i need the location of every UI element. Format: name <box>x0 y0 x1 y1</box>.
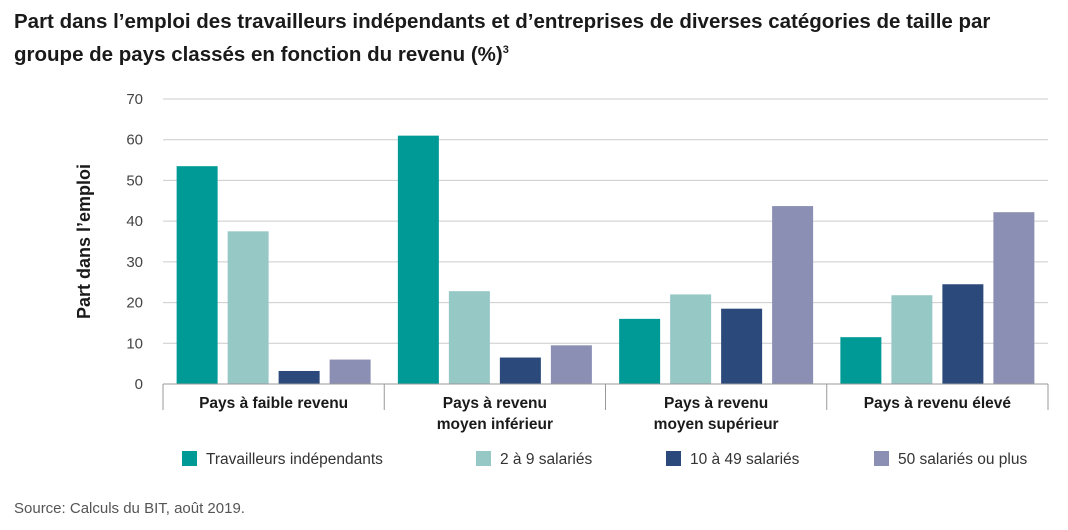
legend-label: 2 à 9 salariés <box>500 451 592 468</box>
legend-label: 10 à 49 salariés <box>690 451 800 468</box>
legend-swatch <box>666 451 681 466</box>
x-tick-label: Pays à revenu élevé <box>864 395 1012 412</box>
chart-title: Part dans l’emploi des travailleurs indé… <box>14 8 1054 69</box>
bar <box>329 359 371 384</box>
x-tick-label: Pays à faible revenu <box>199 395 348 412</box>
y-tick-label: 30 <box>126 254 143 271</box>
y-axis-title: Part dans l’emploi <box>74 164 94 319</box>
y-tick-label: 50 <box>126 172 143 189</box>
bar-chart: 0 10 20 30 40 50 60 70 Part dans l’emploi Pays à … <box>74 91 1049 468</box>
x-tick-label: Pays à revenu <box>443 395 547 412</box>
y-tick-label: 0 <box>135 376 143 393</box>
bar <box>550 345 592 384</box>
bar <box>499 357 541 384</box>
legend-label: 50 salariés ou plus <box>898 451 1027 468</box>
bar <box>619 318 661 384</box>
chart-title-text: Part dans l’emploi des travailleurs indé… <box>14 10 991 66</box>
legend-swatch <box>874 451 889 466</box>
source-note: Source: Calculs du BIT, août 2019. <box>14 500 245 517</box>
bar <box>176 166 218 384</box>
legend-label: Travailleurs indépendants <box>206 451 383 468</box>
x-tick-label: moyen supérieur <box>654 416 779 433</box>
bar <box>448 291 490 384</box>
y-tick-label: 40 <box>126 213 143 230</box>
y-tick-label: 20 <box>126 295 143 312</box>
legend-swatch <box>476 451 491 466</box>
x-tick-label: Pays à revenu <box>664 395 768 412</box>
legend-swatch <box>182 451 197 466</box>
y-tick-label: 70 <box>126 91 143 108</box>
x-tick-label: moyen inférieur <box>437 416 553 433</box>
bar <box>942 284 984 384</box>
bar <box>993 212 1035 384</box>
bar <box>840 337 882 384</box>
title-footnote-mark: 3 <box>502 44 509 56</box>
bar <box>670 294 712 384</box>
bar <box>227 231 269 384</box>
bar <box>278 370 320 384</box>
y-tick-label: 60 <box>126 132 143 149</box>
y-tick-label: 10 <box>126 335 143 352</box>
bar <box>772 206 814 384</box>
bar <box>397 135 439 384</box>
bar <box>891 295 933 384</box>
bar <box>721 308 763 384</box>
